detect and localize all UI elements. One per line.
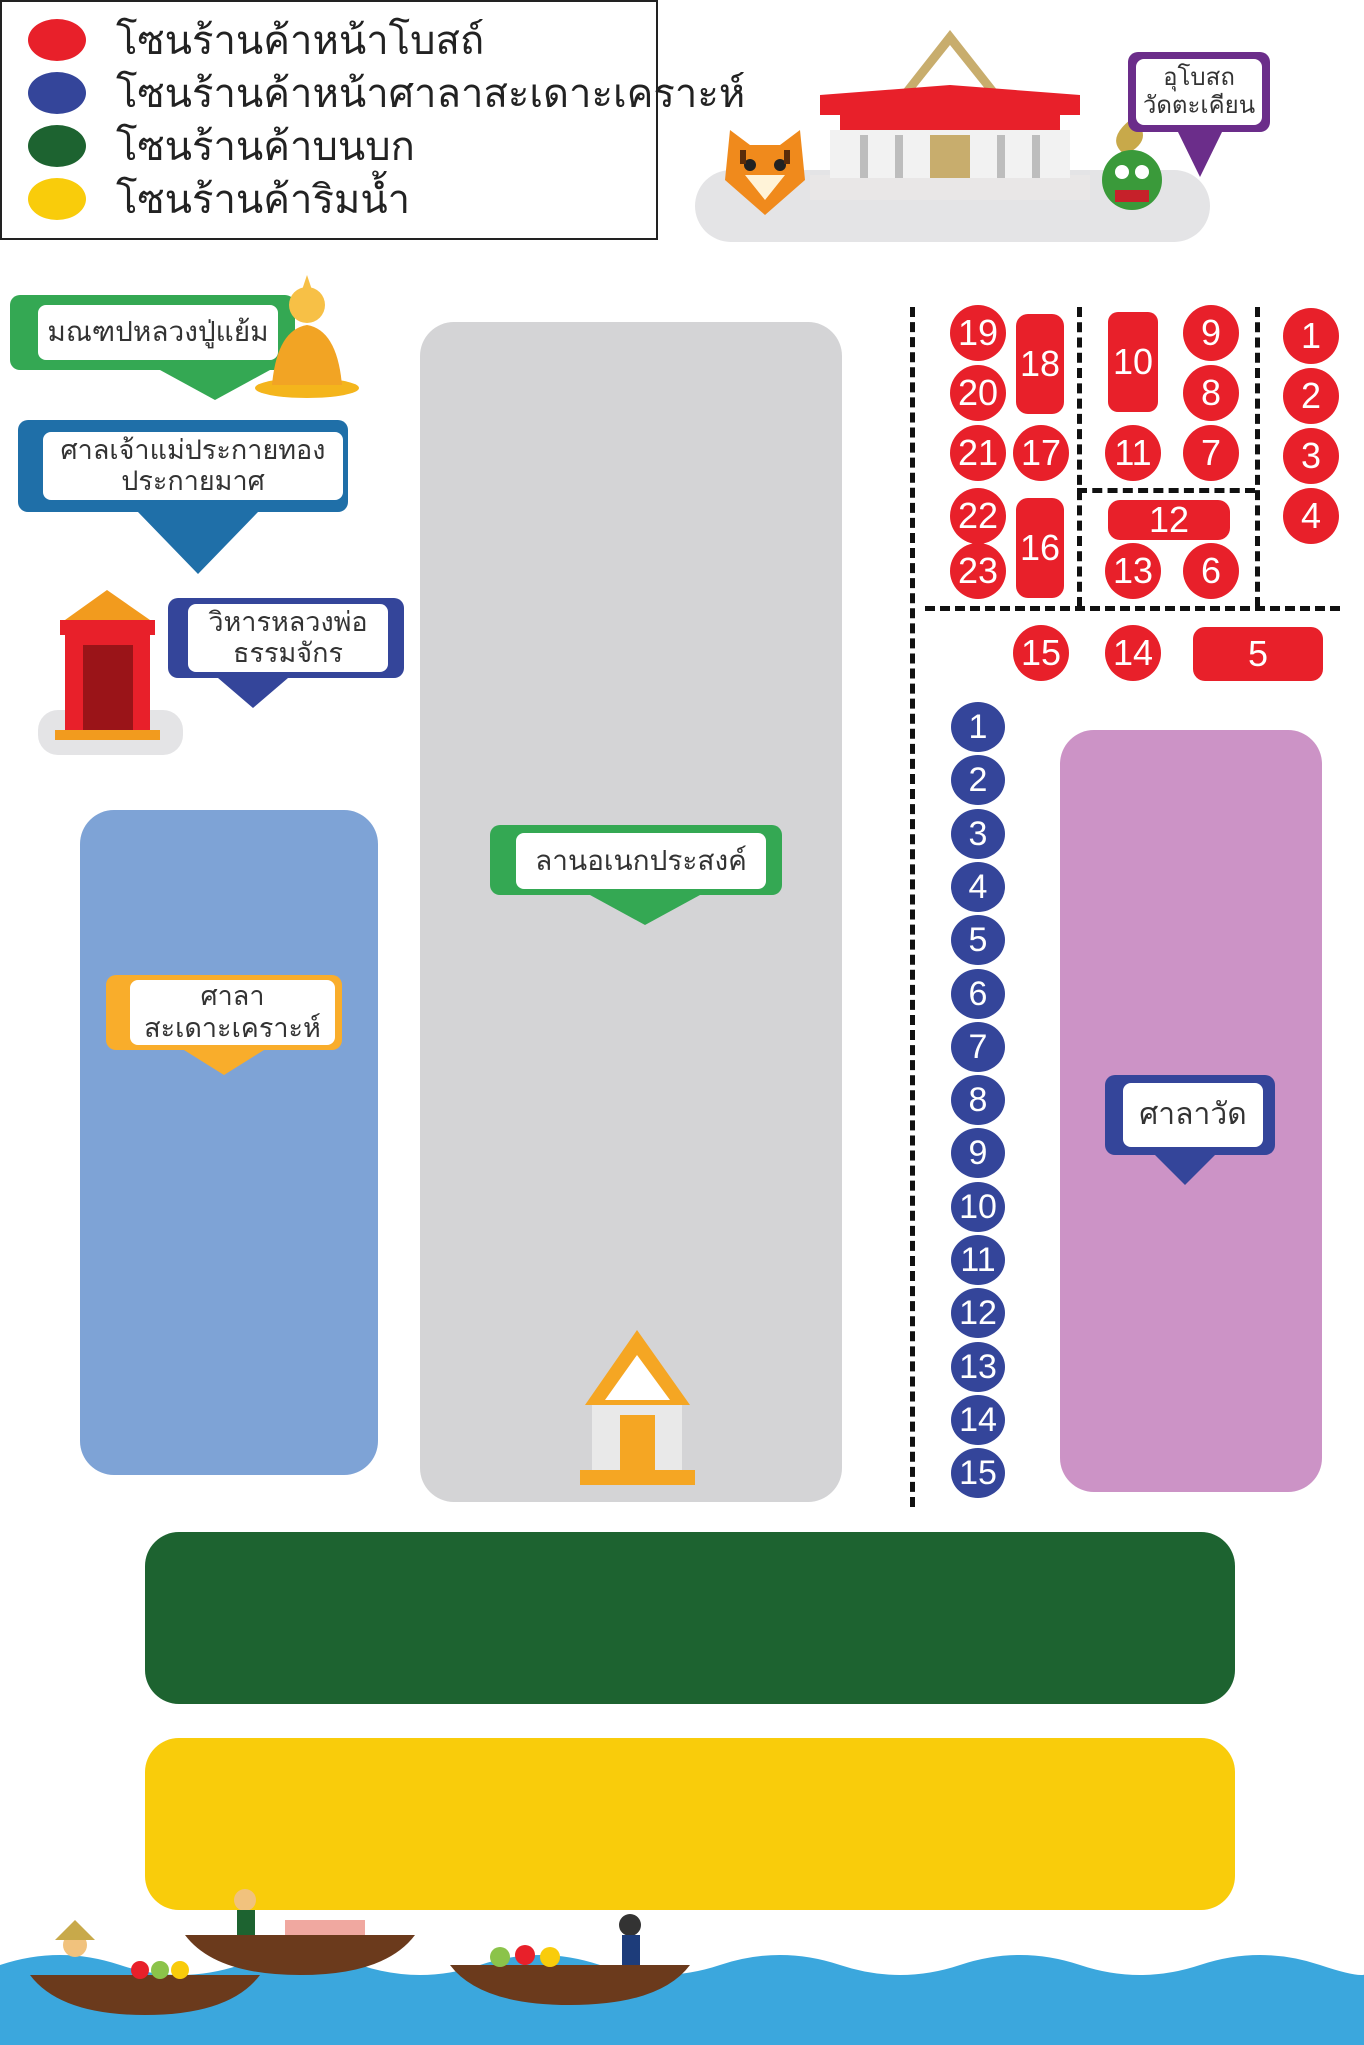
red-stall[interactable]: 11 [1105,425,1161,481]
legend-label-red: โซนร้านค้าหน้าโบสถ์ [116,18,485,64]
blue-stall[interactable]: 10 [951,1182,1005,1232]
waterside-shop-zone [145,1738,1235,1910]
river-water [0,1955,1364,2045]
legend-swatch-red [28,19,86,61]
red-stall[interactable]: 13 [1105,543,1161,599]
blue-stall[interactable]: 7 [951,1022,1005,1072]
red-stall[interactable]: 12 [1108,499,1230,540]
red-stall[interactable]: 10 [1108,312,1158,412]
mondop-label: มณฑปหลวงปู่แย้ม [38,305,278,360]
legend-label-blue: โซนร้านค้าหน้าศาลาสะเดาะเคราะห์ [116,71,746,117]
dragon-icon [1102,120,1162,210]
tiger-icon [725,130,805,215]
blue-stall[interactable]: 13 [951,1342,1005,1392]
sala-sadao-label: ศาลา สะเดาะเคราะห์ [130,980,335,1045]
blue-stall[interactable]: 14 [951,1395,1005,1445]
blue-stall[interactable]: 9 [951,1128,1005,1178]
red-stall[interactable]: 20 [950,365,1006,421]
sala-sadao-sign: ศาลา สะเดาะเคราะห์ [106,975,342,1075]
blue-stall[interactable]: 3 [951,809,1005,859]
legend-label-green: โซนร้านค้าบนบก [116,124,415,170]
red-stall[interactable]: 19 [950,305,1006,361]
legend-item-blue: โซนร้านค้าหน้าศาลาสะเดาะเคราะห์ [28,68,745,118]
red-stall[interactable]: 15 [1013,625,1069,681]
red-stall[interactable]: 18 [1016,314,1064,414]
sala-sadao-zone [80,810,378,1475]
blue-stall[interactable]: 4 [951,862,1005,912]
red-stall[interactable]: 22 [950,488,1006,544]
sala-wat-sign: ศาลาวัด [1105,1075,1275,1185]
blue-stall[interactable]: 15 [951,1448,1005,1498]
divider-main-vertical [910,307,915,1507]
red-stall[interactable]: 23 [950,543,1006,599]
shrine-sign: ศาลเจ้าแม่ประกายทอง ประกายมาศ [18,420,348,574]
vihara-sign: วิหารหลวงพ่อ ธรรมจักร [168,598,404,708]
red-stall[interactable]: 21 [950,425,1006,481]
plaza-sign: ลานอเนกประสงค์ [490,825,782,925]
ubosot-sign: อุโบสถ วัดตะเคียน [1128,52,1270,177]
blue-stall[interactable]: 11 [951,1235,1005,1285]
buddha-icon [255,275,359,398]
ubosot-label: อุโบสถ วัดตะเคียน [1136,59,1262,125]
red-stall[interactable]: 16 [1016,498,1064,598]
divider-red-right [1255,307,1260,607]
shrine-gate-icon [55,590,160,740]
legend-swatch-blue [28,72,86,114]
land-shop-zone [145,1532,1235,1704]
red-stall[interactable]: 5 [1193,627,1323,681]
red-stall[interactable]: 4 [1283,488,1339,544]
mondop-sign: มณฑปหลวงปู่แย้ม [10,295,295,400]
blue-stall[interactable]: 2 [951,755,1005,805]
blue-stall[interactable]: 6 [951,969,1005,1019]
blue-stall[interactable]: 12 [951,1288,1005,1338]
plaza-label: ลานอเนกประสงค์ [516,833,766,889]
vihara-label: วิหารหลวงพ่อ ธรรมจักร [188,604,388,672]
blue-stall[interactable]: 5 [951,915,1005,965]
temple-icon [810,30,1090,200]
red-stall[interactable]: 2 [1283,368,1339,424]
red-stall[interactable]: 7 [1183,425,1239,481]
blue-stall[interactable]: 8 [951,1075,1005,1125]
legend-label-yellow: โซนร้านค้าริมน้ำ [116,177,411,223]
legend-swatch-green [28,125,86,167]
boat-icon [30,1920,260,2015]
small-temple-icon [580,1330,695,1485]
legend-swatch-yellow [28,178,86,220]
boat-icon-2 [185,1889,415,1975]
red-stall[interactable]: 14 [1105,625,1161,681]
red-stall[interactable]: 9 [1183,305,1239,361]
shrine-label: ศาลเจ้าแม่ประกายทอง ประกายมาศ [43,432,343,500]
legend-item-green: โซนร้านค้าบนบก [28,121,415,171]
legend-item-red: โซนร้านค้าหน้าโบสถ์ [28,15,484,65]
divider-red-inner [1077,488,1255,493]
sala-wat-label: ศาลาวัด [1123,1083,1263,1147]
red-stall[interactable]: 3 [1283,428,1339,484]
legend-item-yellow: โซนร้านค้าริมน้ำ [28,174,410,224]
legend: โซนร้านค้าหน้าโบสถ์ โซนร้านค้าหน้าศาลาสะ… [0,0,745,240]
red-stall[interactable]: 6 [1183,543,1239,599]
blue-stall[interactable]: 1 [951,702,1005,752]
red-stall[interactable]: 17 [1013,425,1069,481]
red-stall[interactable]: 1 [1283,308,1339,364]
red-stall[interactable]: 8 [1183,365,1239,421]
divider-red-bottom [925,606,1340,611]
divider-red-middle [1077,307,1082,607]
boat-icon-3 [450,1914,690,2005]
